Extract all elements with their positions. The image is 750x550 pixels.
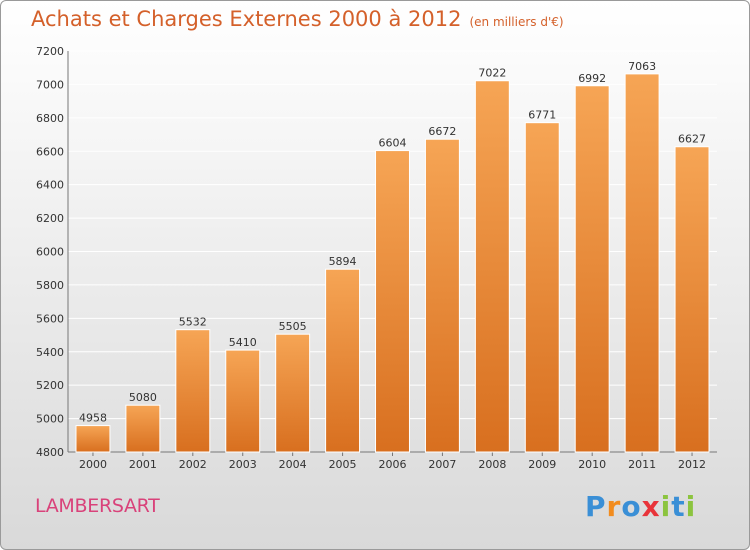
logo-letter: i (685, 490, 697, 523)
y-tick-label: 5800 (36, 279, 64, 292)
logo-letter: r (606, 490, 622, 523)
x-tick-label-2010: 2010 (578, 458, 606, 471)
x-tick-label-2005: 2005 (329, 458, 357, 471)
x-tick-label-2002: 2002 (179, 458, 207, 471)
x-tick-label-2000: 2000 (79, 458, 107, 471)
data-label-2004: 5505 (279, 320, 307, 333)
logo-letter: x (641, 490, 661, 523)
y-tick-label: 7200 (36, 45, 64, 58)
bar-2009 (524, 122, 560, 453)
y-tick-label: 6600 (36, 145, 64, 158)
x-tick-label-2004: 2004 (279, 458, 307, 471)
bar-2000 (75, 425, 111, 453)
x-tick-label-2008: 2008 (478, 458, 506, 471)
chart-subtitle: (en milliers d'€) (469, 15, 564, 29)
x-tick-label-2011: 2011 (628, 458, 656, 471)
y-tick-label: 6800 (36, 112, 64, 125)
data-label-2002: 5532 (179, 316, 207, 329)
bar-2002 (175, 329, 211, 453)
logo-letter: P (585, 490, 607, 523)
bar-2007 (424, 138, 460, 453)
data-label-2000: 4958 (79, 412, 107, 425)
data-label-2001: 5080 (129, 391, 157, 404)
x-tick-label-2009: 2009 (528, 458, 556, 471)
data-label-2003: 5410 (229, 336, 257, 349)
city-name: LAMBERSART (35, 495, 160, 517)
bars (75, 73, 710, 453)
bar-2011 (624, 73, 660, 453)
data-label-2008: 7022 (478, 67, 506, 80)
bar-2008 (474, 80, 510, 453)
title-text: Achats et Charges Externes 2000 à 2012 (31, 7, 462, 31)
data-label-2007: 6672 (428, 125, 456, 138)
y-tick-label: 6400 (36, 179, 64, 192)
chart-title: Achats et Charges Externes 2000 à 2012 (e… (31, 7, 564, 31)
data-label-2011: 7063 (628, 60, 656, 73)
bar-2001 (125, 404, 161, 453)
bar-2003 (225, 349, 261, 453)
logo-letter: o (621, 490, 642, 523)
data-label-2012: 6627 (678, 133, 706, 146)
data-label-2009: 6771 (528, 109, 556, 122)
proxiti-logo[interactable]: Proxiti (585, 490, 696, 523)
y-tick-label: 4800 (36, 446, 64, 459)
y-tick-label: 5000 (36, 413, 64, 426)
bar-2012 (674, 146, 710, 453)
bar-2006 (375, 150, 410, 453)
y-tick-label: 7000 (36, 78, 64, 91)
x-tick-label-2007: 2007 (428, 458, 456, 471)
y-tick-label: 5400 (36, 346, 64, 359)
bar-2004 (275, 333, 311, 453)
y-tick-label: 6200 (36, 212, 64, 225)
y-tick-label: 6000 (36, 246, 64, 259)
bar-2010 (574, 85, 610, 453)
x-tick-label-2003: 2003 (229, 458, 257, 471)
y-tick-label: 5200 (36, 379, 64, 392)
logo-letter: t (671, 490, 686, 523)
data-label-2005: 5894 (329, 255, 357, 268)
data-label-2006: 6604 (379, 137, 407, 150)
x-tick-label-2006: 2006 (379, 458, 407, 471)
x-tick-label-2012: 2012 (678, 458, 706, 471)
data-labels: 4958 5080 5532 5410 5505 5894 6604 6672 7022 6771… (79, 60, 706, 425)
logo-letter: i (660, 490, 672, 523)
data-label-2010: 6992 (578, 72, 606, 85)
x-tick-label-2001: 2001 (129, 458, 157, 471)
y-tick-label: 5600 (36, 312, 64, 325)
bar-2005 (325, 268, 361, 453)
